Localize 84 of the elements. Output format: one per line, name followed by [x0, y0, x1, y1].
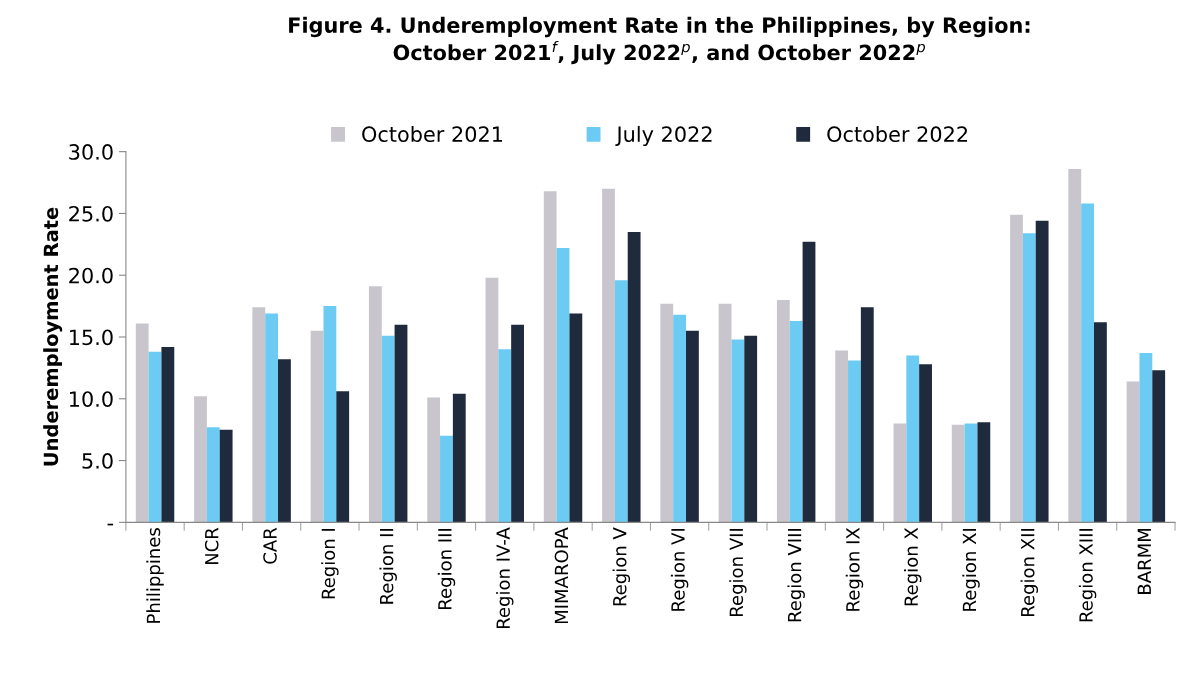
bar [381, 335, 395, 523]
bar [686, 330, 699, 523]
bar [1035, 220, 1049, 523]
legend-label: October 2022 [827, 125, 968, 143]
x-tick-label: Region III [437, 528, 456, 609]
y-axis-title: Underemployment Rate [43, 207, 63, 466]
x-tick-label: Region X [904, 527, 922, 606]
y-tick-label: 20.0 [69, 267, 113, 284]
legend-label: July 2022 [615, 125, 712, 147]
y-tick-label: 30.0 [69, 144, 113, 160]
bar [440, 435, 453, 523]
bar [802, 241, 816, 523]
bar [498, 349, 512, 523]
bar [569, 313, 583, 523]
bar [977, 422, 991, 523]
x-tick-label: Region II [379, 528, 397, 604]
bar [893, 423, 907, 523]
bar [789, 320, 803, 523]
x-tick-label: BARMM [1137, 528, 1151, 594]
bar [427, 397, 441, 523]
bar [556, 248, 570, 523]
bar [848, 360, 861, 523]
bar [161, 346, 175, 523]
x-tick-label: Region XIII [1078, 528, 1097, 622]
y-tick-label: 25.0 [69, 205, 113, 222]
bar [219, 429, 233, 523]
bar [368, 286, 382, 523]
bar [906, 355, 920, 523]
x-tick-label: Region XII [1020, 528, 1039, 617]
bar [718, 303, 732, 523]
bar [1068, 168, 1082, 523]
x-tick-label: Region IV-A [496, 527, 514, 629]
bar [323, 306, 337, 523]
bar [1094, 322, 1107, 523]
bar [310, 330, 324, 523]
legend-label: October 2021 [362, 125, 503, 143]
bar [860, 307, 874, 523]
y-tick-label: 5.0 [82, 453, 113, 469]
bar [660, 303, 674, 523]
bar [252, 307, 266, 523]
x-tick-label: Region XI [962, 528, 980, 611]
bar [1152, 370, 1166, 523]
bar [1022, 233, 1036, 523]
bar [278, 359, 291, 523]
x-tick-label: Region V [612, 527, 631, 606]
bar [1126, 381, 1140, 523]
x-tick-label: NCR [204, 527, 219, 565]
x-tick-label: Philippines [146, 528, 164, 623]
y-tick-label: 15.0 [69, 329, 113, 346]
x-tick-label: Region VIII [787, 528, 805, 622]
bar [1010, 214, 1023, 523]
bar [194, 396, 207, 523]
bar [265, 313, 279, 523]
x-tick-label: Region VI [670, 528, 689, 611]
chart-title: Figure 4. Underemployment Rate in the Philippines, by Region: October 2021$^{f}$, July 2022$^{p}$, and October 2022$^{p}$ [289, 16, 1030, 65]
bar [485, 277, 499, 523]
bar [627, 231, 641, 523]
bar [731, 339, 745, 523]
bar [776, 299, 790, 523]
bar [206, 427, 220, 523]
bar [511, 324, 524, 523]
bar [951, 424, 965, 523]
bar [673, 314, 687, 523]
bar [1139, 353, 1153, 523]
bar [744, 335, 758, 523]
y-tick-label: - [107, 523, 114, 526]
bar [1081, 203, 1094, 523]
bar [543, 191, 557, 523]
bar [452, 393, 466, 523]
x-tick-label: Region IX [845, 527, 864, 611]
bar [148, 351, 162, 523]
x-tick-label: Region I [321, 528, 339, 599]
bar [964, 423, 978, 523]
bar [602, 188, 615, 523]
y-tick-label: 10.0 [69, 391, 113, 407]
bar [336, 391, 350, 523]
bar [835, 350, 849, 523]
x-tick-label: Region VII [729, 528, 747, 616]
x-tick-label: MIMAROPA [554, 527, 569, 624]
bar [614, 280, 628, 523]
bar [394, 324, 408, 523]
bar [135, 323, 149, 523]
bar [919, 364, 932, 523]
x-tick-label: CAR [263, 527, 277, 564]
